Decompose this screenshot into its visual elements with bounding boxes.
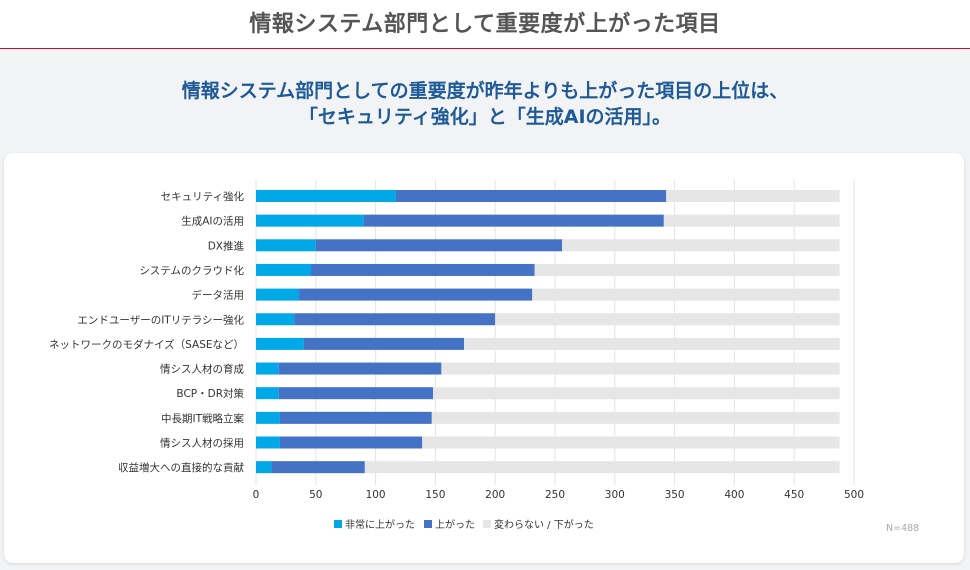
x-tick-labels: 0 50 100 150 200 250 300 350 400 450 500 [253,489,864,501]
sample-size-note: N=488 [886,523,919,534]
category-label: ネットワークのモダナイズ（SASEなど） [49,338,244,351]
bar-segment-unchanged-or-decreased [464,337,840,350]
x-tick-label: 0 [253,489,260,501]
bar-segment-very-increased [256,337,304,350]
category-label: データ活用 [192,289,245,302]
bars [256,190,840,474]
category-label: BCP・DR対策 [176,387,244,400]
bar-segment-unchanged-or-decreased [532,288,840,301]
bar-segment-increased [299,288,533,301]
bar-segment-increased [395,190,667,202]
bar-segment-increased [311,263,535,276]
bar-segment-unchanged-or-decreased [666,190,840,202]
bar-segment-increased [278,362,442,375]
bar-segment-unchanged-or-decreased [562,239,840,252]
bar-segment-unchanged-or-decreased [431,411,840,424]
legend-swatch [334,520,342,528]
bar-segment-unchanged-or-decreased [433,387,840,400]
bar-segment-unchanged-or-decreased [364,461,840,474]
category-label: DX推進 [208,239,245,252]
x-tick-label: 200 [485,489,505,501]
bar-segment-increased [363,214,664,227]
bar-segment-unchanged-or-decreased [422,436,840,449]
x-tick-label: 500 [844,489,864,501]
bar-segment-unchanged-or-decreased [663,214,840,227]
bar-segment-very-increased [256,387,279,400]
headline-line-2: 「セキュリティ強化」と「生成AIの活用」。 [298,106,672,128]
legend-label: 非常に上がった [345,518,415,531]
x-tick-label: 100 [366,489,386,501]
bar-segment-increased [278,387,434,400]
bar-segment-increased [271,461,365,474]
bar-segment-increased [279,411,432,424]
legend-swatch [424,520,432,528]
bar-segment-very-increased [256,239,316,252]
header-bar: 情報システム部門として重要度が上がった項目 [0,0,970,49]
x-tick-label: 400 [724,489,744,501]
category-label: 生成AIの活用 [181,215,244,228]
headline-line-1: 情報システム部門としての重要度が昨年よりも上がった項目の上位は、 [181,80,789,102]
x-tick-label: 350 [665,489,685,501]
bar-segment-very-increased [256,214,364,227]
x-tick-label: 50 [309,489,322,501]
gridlines [255,180,855,485]
category-label: セキュリティ強化 [161,190,245,203]
bar-segment-very-increased [256,263,312,276]
bar-segment-unchanged-or-decreased [534,263,840,276]
category-label: 収益増大への直接的な貢献 [118,461,244,474]
bar-segment-very-increased [256,436,280,449]
legend-unchanged-decreased: 変わらない / 下がった [483,518,594,531]
x-tick-label: 250 [545,489,565,501]
legend-label: 変わらない / 下がった [494,518,594,531]
bar-segment-unchanged-or-decreased [441,362,840,375]
bar-segment-very-increased [256,411,280,424]
category-label: 中長期IT戦略立案 [161,412,245,425]
category-label: エンドユーザーのITリテラシー強化 [77,313,244,326]
legend-swatch [483,520,491,528]
x-tick-label: 450 [784,489,804,501]
bar-segment-very-increased [256,313,295,326]
bar-segment-very-increased [256,461,272,474]
bar-segment-very-increased [256,190,396,202]
x-tick-label: 150 [425,489,445,501]
legend: 非常に上がった 上がった 変わらない / 下がった [334,518,594,531]
bar-segment-very-increased [256,288,300,301]
bar-segment-increased [303,337,465,350]
bar-segment-very-increased [256,362,279,375]
headline: 情報システム部門としての重要度が昨年よりも上がった項目の上位は、 「セキュリティ… [0,78,970,130]
legend-very-increased: 非常に上がった [334,518,415,531]
legend-increased: 上がった [424,518,475,531]
bar-segment-increased [294,313,496,326]
category-label: 情シス人材の採用 [160,437,244,450]
chart-card: セキュリティ強化生成AIの活用 DX推進システムのクラウド化データ活用エンドユーザ… [4,153,964,563]
legend-label: 上がった [435,518,475,531]
category-label: 情シス人材の育成 [160,363,244,376]
x-tick-label: 300 [605,489,625,501]
page-title: 情報システム部門として重要度が上がった項目 [249,12,721,37]
bar-segment-unchanged-or-decreased [495,313,840,326]
bar-segment-increased [279,436,423,449]
bar-segment-increased [315,239,563,252]
category-label: システムのクラウド化 [139,264,244,277]
